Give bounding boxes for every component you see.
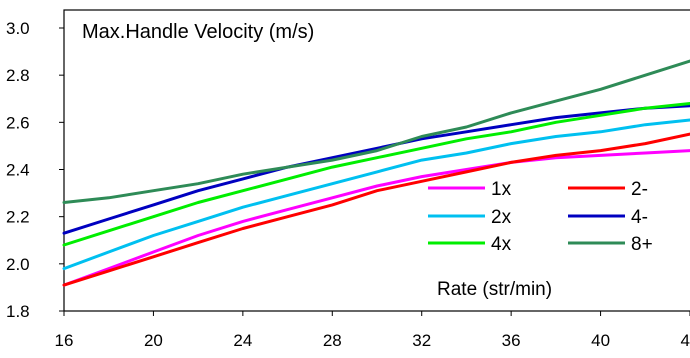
y-tick-label: 1.8 (6, 302, 30, 321)
x-tick-label: 44 (681, 331, 690, 350)
legend-label-4x: 4x (491, 234, 512, 255)
legend-label-2-: 2- (631, 179, 648, 200)
x-tick-label: 40 (591, 331, 610, 350)
legend-label-4-: 4- (631, 207, 648, 228)
axis-ticks: 1.8 2.0 2.2 2.4 2.6 2.8 3.0 16 20 24 28 32 36 40 44 (6, 19, 690, 350)
x-axis-label: Rate (str/min) (437, 279, 552, 300)
y-tick-label: 3.0 (6, 19, 30, 38)
chart-title: Max.Handle Velocity (m/s) (82, 21, 314, 43)
series-line-4x (62, 102, 690, 247)
x-tick-label: 28 (323, 331, 342, 350)
y-tick-label: 2.2 (6, 208, 30, 227)
legend-label-2x: 2x (491, 207, 512, 228)
series-line-2- (62, 132, 690, 287)
x-tick-label: 24 (233, 331, 252, 350)
series-line-2x (62, 118, 690, 271)
legend-label-8+: 8+ (631, 234, 653, 255)
series-lines (62, 59, 690, 287)
series-line-4- (62, 104, 690, 235)
legend: 1x 2- 2x 4- 4x 8+ (428, 179, 653, 255)
y-tick-label: 2.8 (6, 66, 30, 85)
series-line-8+ (62, 59, 690, 204)
series-line-1x (62, 149, 690, 287)
plot-area (63, 9, 690, 312)
y-tick-label: 2.6 (6, 113, 30, 132)
x-tick-label: 16 (55, 331, 74, 350)
x-tick-label: 36 (502, 331, 521, 350)
legend-label-1x: 1x (491, 179, 512, 200)
x-tick-label: 32 (412, 331, 431, 350)
x-tick-label: 20 (144, 331, 163, 350)
y-tick-label: 2.4 (6, 161, 30, 180)
y-tick-label: 2.0 (6, 255, 30, 274)
